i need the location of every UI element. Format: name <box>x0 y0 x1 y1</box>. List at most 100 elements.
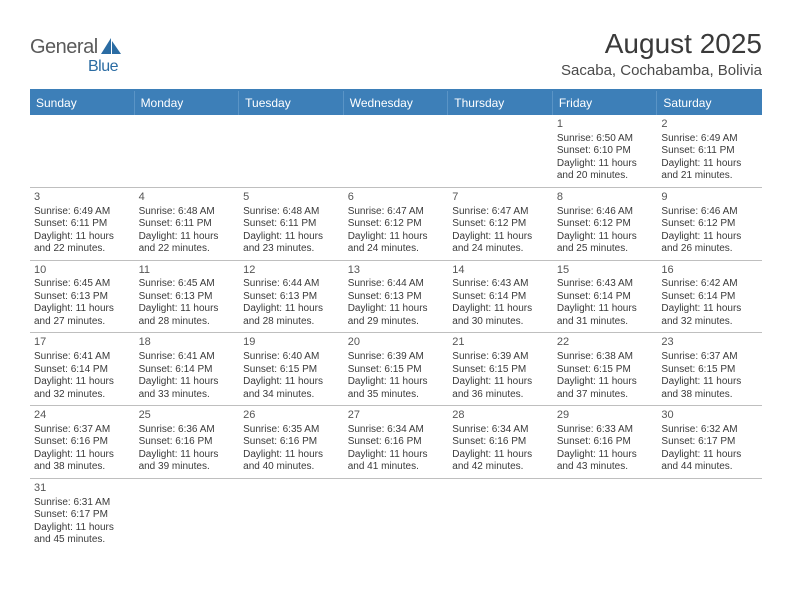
day-info-line: Sunset: 6:11 PM <box>661 145 758 158</box>
calendar-cell: 25Sunrise: 6:36 AMSunset: 6:16 PMDayligh… <box>135 406 240 479</box>
weekday-header: Wednesday <box>344 91 449 115</box>
calendar-cell-empty <box>448 479 553 551</box>
calendar-cell: 16Sunrise: 6:42 AMSunset: 6:14 PMDayligh… <box>657 261 762 334</box>
day-info-line: and 28 minutes. <box>139 316 236 329</box>
day-info-line: Sunrise: 6:37 AM <box>661 351 758 364</box>
day-info-line: and 35 minutes. <box>348 389 445 402</box>
calendar-cell: 22Sunrise: 6:38 AMSunset: 6:15 PMDayligh… <box>553 333 658 406</box>
day-info-line: Sunset: 6:14 PM <box>661 291 758 304</box>
day-info-line: Daylight: 11 hours <box>139 376 236 389</box>
day-number: 3 <box>34 191 131 205</box>
calendar-cell: 1Sunrise: 6:50 AMSunset: 6:10 PMDaylight… <box>553 115 658 188</box>
day-info-line: Sunrise: 6:41 AM <box>139 351 236 364</box>
day-info-line: and 29 minutes. <box>348 316 445 329</box>
day-number: 18 <box>139 336 236 350</box>
day-info-line: and 20 minutes. <box>557 170 654 183</box>
day-info-line: Daylight: 11 hours <box>348 231 445 244</box>
day-number: 25 <box>139 409 236 423</box>
logo-text-general: General <box>30 36 98 59</box>
calendar-cell: 7Sunrise: 6:47 AMSunset: 6:12 PMDaylight… <box>448 188 553 261</box>
day-number: 4 <box>139 191 236 205</box>
calendar-cell: 14Sunrise: 6:43 AMSunset: 6:14 PMDayligh… <box>448 261 553 334</box>
calendar-cell-empty <box>657 479 762 551</box>
day-info-line: and 24 minutes. <box>348 243 445 256</box>
calendar-cell: 28Sunrise: 6:34 AMSunset: 6:16 PMDayligh… <box>448 406 553 479</box>
day-info-line: and 30 minutes. <box>452 316 549 329</box>
day-info-line: Daylight: 11 hours <box>139 449 236 462</box>
calendar-cell: 3Sunrise: 6:49 AMSunset: 6:11 PMDaylight… <box>30 188 135 261</box>
day-info-line: Sunset: 6:11 PM <box>34 218 131 231</box>
calendar-cell: 17Sunrise: 6:41 AMSunset: 6:14 PMDayligh… <box>30 333 135 406</box>
day-info-line: Daylight: 11 hours <box>452 303 549 316</box>
day-number: 15 <box>557 264 654 278</box>
day-info-line: and 40 minutes. <box>243 461 340 474</box>
day-info-line: Sunset: 6:13 PM <box>243 291 340 304</box>
calendar-cell-empty <box>30 115 135 188</box>
day-info-line: Sunrise: 6:41 AM <box>34 351 131 364</box>
day-info-line: Daylight: 11 hours <box>661 449 758 462</box>
calendar: SundayMondayTuesdayWednesdayThursdayFrid… <box>30 89 762 551</box>
day-info-line: Daylight: 11 hours <box>661 158 758 171</box>
day-info-line: and 31 minutes. <box>557 316 654 329</box>
calendar-cell: 24Sunrise: 6:37 AMSunset: 6:16 PMDayligh… <box>30 406 135 479</box>
day-info-line: Sunset: 6:16 PM <box>452 436 549 449</box>
day-number: 11 <box>139 264 236 278</box>
day-number: 20 <box>348 336 445 350</box>
day-number: 1 <box>557 118 654 132</box>
day-info-line: and 28 minutes. <box>243 316 340 329</box>
day-info-line: Sunset: 6:12 PM <box>452 218 549 231</box>
day-info-line: Sunrise: 6:34 AM <box>348 424 445 437</box>
day-number: 10 <box>34 264 131 278</box>
day-info-line: Daylight: 11 hours <box>661 376 758 389</box>
day-info-line: Sunset: 6:14 PM <box>452 291 549 304</box>
day-info-line: Sunrise: 6:37 AM <box>34 424 131 437</box>
day-info-line: Sunset: 6:13 PM <box>139 291 236 304</box>
day-info-line: Daylight: 11 hours <box>139 231 236 244</box>
day-info-line: and 25 minutes. <box>557 243 654 256</box>
day-info-line: Sunrise: 6:44 AM <box>348 278 445 291</box>
day-number: 13 <box>348 264 445 278</box>
day-info-line: and 37 minutes. <box>557 389 654 402</box>
day-info-line: Sunrise: 6:38 AM <box>557 351 654 364</box>
weekday-header: Friday <box>553 91 658 115</box>
day-number: 5 <box>243 191 340 205</box>
day-info-line: Daylight: 11 hours <box>557 303 654 316</box>
day-info-line: Daylight: 11 hours <box>243 231 340 244</box>
logo: General <box>30 28 123 59</box>
day-number: 12 <box>243 264 340 278</box>
calendar-cell: 29Sunrise: 6:33 AMSunset: 6:16 PMDayligh… <box>553 406 658 479</box>
day-info-line: Sunrise: 6:33 AM <box>557 424 654 437</box>
weekday-header-row: SundayMondayTuesdayWednesdayThursdayFrid… <box>30 91 762 115</box>
day-info-line: Sunrise: 6:43 AM <box>557 278 654 291</box>
day-info-line: Sunrise: 6:42 AM <box>661 278 758 291</box>
day-info-line: Sunrise: 6:45 AM <box>139 278 236 291</box>
day-info-line: Sunset: 6:17 PM <box>34 509 131 522</box>
day-number: 2 <box>661 118 758 132</box>
day-info-line: and 22 minutes. <box>34 243 131 256</box>
day-info-line: Daylight: 11 hours <box>557 449 654 462</box>
day-info-line: Sunset: 6:16 PM <box>243 436 340 449</box>
day-info-line: and 44 minutes. <box>661 461 758 474</box>
day-number: 16 <box>661 264 758 278</box>
day-info-line: Sunrise: 6:45 AM <box>34 278 131 291</box>
weekday-header: Saturday <box>657 91 762 115</box>
day-info-line: Sunrise: 6:39 AM <box>452 351 549 364</box>
calendar-cell: 27Sunrise: 6:34 AMSunset: 6:16 PMDayligh… <box>344 406 449 479</box>
day-info-line: Sunset: 6:13 PM <box>34 291 131 304</box>
day-info-line: and 32 minutes. <box>34 389 131 402</box>
day-info-line: Sunset: 6:15 PM <box>557 364 654 377</box>
calendar-grid: 1Sunrise: 6:50 AMSunset: 6:10 PMDaylight… <box>30 115 762 551</box>
calendar-cell: 4Sunrise: 6:48 AMSunset: 6:11 PMDaylight… <box>135 188 240 261</box>
day-info-line: and 43 minutes. <box>557 461 654 474</box>
day-info-line: Sunset: 6:15 PM <box>243 364 340 377</box>
day-number: 14 <box>452 264 549 278</box>
day-info-line: Sunrise: 6:47 AM <box>452 206 549 219</box>
day-info-line: Sunrise: 6:47 AM <box>348 206 445 219</box>
day-info-line: Sunset: 6:14 PM <box>557 291 654 304</box>
day-info-line: Daylight: 11 hours <box>452 231 549 244</box>
calendar-cell-empty <box>344 115 449 188</box>
day-info-line: Sunrise: 6:48 AM <box>243 206 340 219</box>
day-info-line: Sunrise: 6:39 AM <box>348 351 445 364</box>
day-info-line: Daylight: 11 hours <box>348 376 445 389</box>
day-info-line: and 36 minutes. <box>452 389 549 402</box>
